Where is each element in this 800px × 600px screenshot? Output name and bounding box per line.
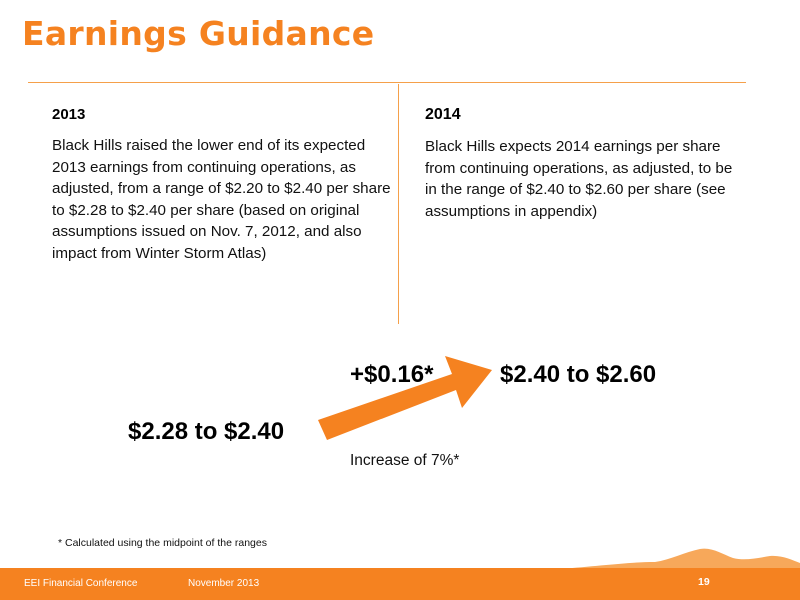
page-number: 19 [698, 576, 710, 588]
footer-conference: EEI Financial Conference [24, 578, 137, 589]
footer-date: November 2013 [188, 578, 259, 589]
mountain-silhouette-shape [560, 549, 800, 569]
